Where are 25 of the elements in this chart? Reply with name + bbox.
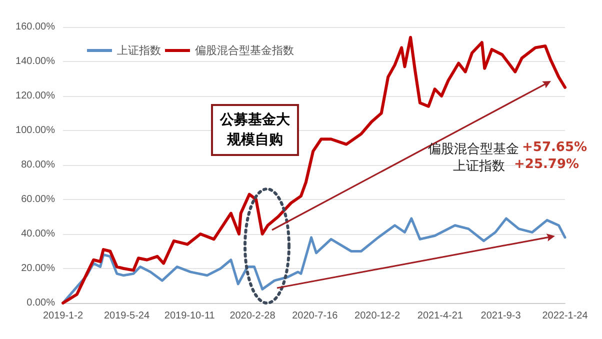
annotation: 公募基金大规模自购 — [211, 104, 299, 156]
y-tick-label: 140.00% — [16, 56, 56, 67]
x-tick-label: 2019-5-24 — [104, 310, 150, 322]
x-tick-label: 2021-9-3 — [480, 310, 522, 322]
x-tick-label: 2019-10-11 — [164, 310, 216, 322]
annotation: 偏股混合型基金 — [428, 141, 519, 158]
y-tick-label: 80.00% — [21, 160, 56, 170]
y-tick-label: 100.00% — [16, 125, 56, 136]
x-tick-label: 2021-4-21 — [417, 310, 464, 322]
legend-label: 偏股混合型基金指数 — [195, 44, 294, 57]
x-tick-label: 2022-1-24 — [542, 310, 588, 322]
x-tick-label: 2020-7-16 — [292, 310, 338, 322]
y-tick-label: 60.00% — [21, 194, 56, 205]
annotation: 上证指数 — [453, 158, 505, 175]
x-tick-label: 2020-12-2 — [354, 310, 401, 322]
y-tick-label: 40.00% — [21, 228, 56, 240]
legend-label: 上证指数 — [117, 44, 161, 57]
y-tick-label: 160.00% — [16, 22, 56, 32]
y-tick-label: 20.00% — [21, 263, 56, 274]
x-tick-label: 2020-2-28 — [230, 310, 276, 322]
y-tick-label: 0.00% — [26, 298, 56, 308]
annotation: +57.65% — [522, 140, 588, 155]
annotation: +25.79% — [514, 157, 580, 172]
y-tick-label: 120.00% — [16, 90, 56, 102]
x-tick-label: 2019-1-2 — [42, 310, 84, 322]
